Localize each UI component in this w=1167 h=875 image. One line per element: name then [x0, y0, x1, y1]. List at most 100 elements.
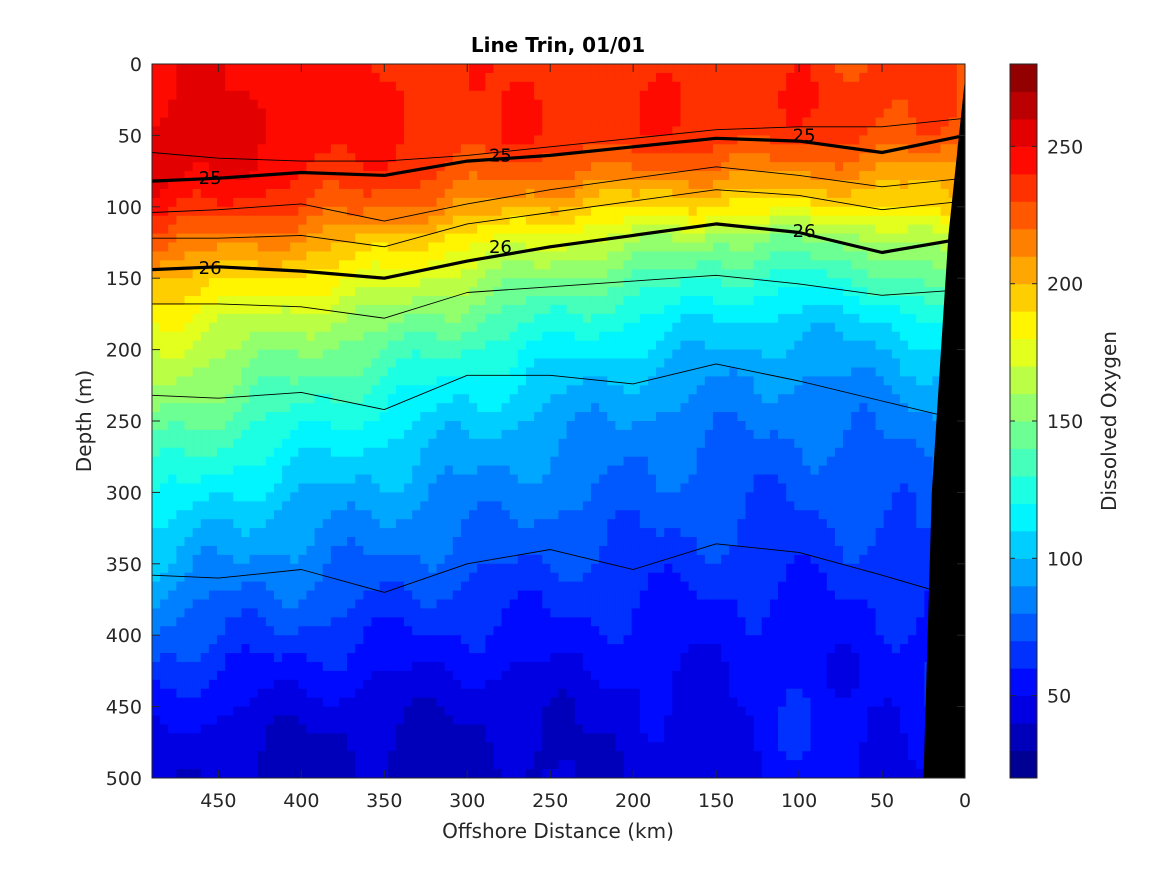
heatmap-cell [924, 438, 934, 449]
heatmap-cell [729, 260, 738, 270]
heatmap-cell [574, 296, 584, 306]
heatmap-cell [241, 269, 251, 279]
heatmap-cell [412, 447, 421, 458]
heatmap-cell [899, 501, 909, 511]
heatmap-cell [420, 376, 430, 386]
heatmap-cell [647, 224, 657, 235]
heatmap-cell [883, 492, 893, 502]
heatmap-cell [834, 269, 844, 279]
heatmap-cell [428, 224, 438, 235]
heatmap-cell [761, 126, 771, 136]
heatmap-cell [306, 385, 316, 395]
heatmap-cell [534, 206, 543, 217]
heatmap-cell [363, 90, 373, 101]
heatmap-cell [436, 412, 446, 422]
heatmap-cell [932, 296, 942, 306]
heatmap-cell [233, 144, 243, 154]
heatmap-cell [412, 251, 421, 261]
heatmap-cell [818, 438, 828, 449]
heatmap-cell [542, 349, 551, 360]
heatmap-cell [233, 349, 243, 360]
heatmap-cell [347, 474, 356, 485]
heatmap-cell [899, 135, 909, 145]
heatmap-cell [493, 72, 503, 83]
heatmap-cell [387, 233, 397, 244]
heatmap-cell [672, 492, 682, 502]
heatmap-cell [591, 385, 600, 395]
heatmap-cell [615, 349, 625, 360]
heatmap-cell [639, 304, 649, 315]
heatmap-cell [395, 251, 405, 261]
heatmap-cell [550, 394, 560, 404]
heatmap-cell [152, 394, 161, 404]
heatmap-cell [745, 126, 755, 136]
heatmap-cell [485, 197, 495, 208]
heatmap-cell [745, 251, 755, 261]
heatmap-cell [721, 296, 730, 306]
heatmap-cell [412, 224, 421, 235]
heatmap-cell [168, 180, 177, 190]
heatmap-cell [940, 108, 950, 119]
heatmap-cell [916, 412, 925, 422]
heatmap-cell [883, 269, 893, 279]
heatmap-cell [241, 322, 251, 333]
heatmap-cell [631, 171, 641, 181]
heatmap-cell [639, 171, 649, 181]
heatmap-cell [290, 358, 299, 369]
heatmap-cell [265, 492, 275, 502]
heatmap-cell [290, 188, 299, 199]
heatmap-cell [387, 117, 397, 128]
heatmap-cell [452, 367, 462, 377]
heatmap-cell [899, 72, 909, 83]
heatmap-cell [501, 171, 511, 181]
heatmap-cell [574, 447, 584, 458]
heatmap-cell [623, 81, 633, 92]
heatmap-cell [534, 269, 543, 279]
heatmap-cell [525, 421, 535, 431]
heatmap-cell [875, 412, 885, 422]
heatmap-cell [509, 385, 519, 395]
heatmap-cell [184, 278, 194, 288]
heatmap-cell [444, 349, 454, 360]
heatmap-cell [582, 206, 592, 217]
heatmap-cell [469, 492, 478, 502]
heatmap-cell [834, 340, 844, 351]
heatmap-cell [160, 287, 169, 297]
heatmap-cell [680, 501, 690, 511]
heatmap-cell [241, 438, 251, 449]
heatmap-cell [444, 135, 454, 145]
heatmap-cell [257, 126, 267, 136]
heatmap-cell [818, 331, 828, 342]
heatmap-cell [745, 224, 755, 235]
heatmap-cell [217, 287, 226, 297]
heatmap-cell [867, 260, 877, 270]
heatmap-cell [908, 492, 917, 502]
heatmap-cell [566, 162, 576, 172]
heatmap-cell [656, 269, 665, 279]
heatmap-cell [306, 72, 316, 83]
heatmap-cell [680, 465, 690, 476]
heatmap-cell [924, 340, 934, 351]
heatmap-cell [615, 385, 625, 395]
heatmap-cell [721, 313, 730, 324]
heatmap-cell [558, 429, 568, 440]
heatmap-cell [525, 180, 535, 190]
heatmap-cell [298, 153, 308, 163]
heatmap-cell [778, 304, 787, 315]
heatmap-cell [322, 64, 332, 74]
heatmap-cell [225, 215, 234, 226]
heatmap-cell [517, 215, 527, 226]
heatmap-cell [875, 501, 885, 511]
heatmap-cell [282, 465, 291, 476]
heatmap-cell [322, 197, 332, 208]
heatmap-cell [395, 233, 405, 244]
heatmap-cell [257, 331, 267, 342]
heatmap-cell [509, 251, 519, 261]
heatmap-cell [355, 456, 364, 467]
heatmap-cell [298, 188, 308, 199]
heatmap-cell [924, 331, 934, 342]
heatmap-cell [834, 358, 844, 369]
heatmap-cell [428, 171, 438, 181]
heatmap-cell [273, 394, 283, 404]
heatmap-cell [908, 358, 917, 369]
